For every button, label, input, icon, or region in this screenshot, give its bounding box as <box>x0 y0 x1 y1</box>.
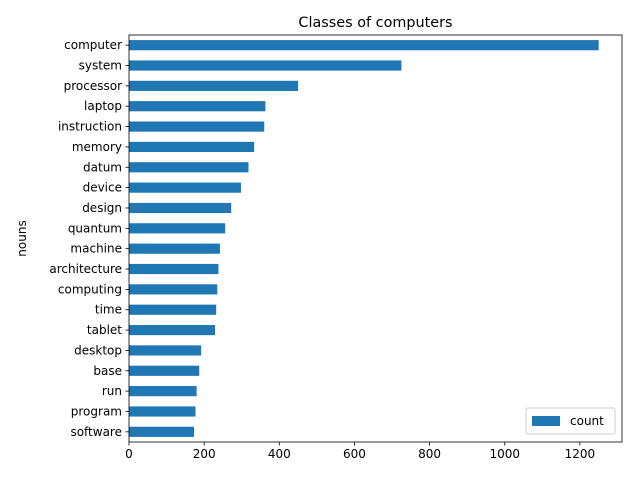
legend-box <box>525 407 616 435</box>
bar-computing <box>129 284 218 295</box>
bar-architecture <box>129 263 219 275</box>
y-axis-label: nouns <box>15 220 29 256</box>
y-tick-label: computing <box>58 282 122 296</box>
bar-time <box>129 304 217 315</box>
x-tick-label: 800 <box>418 447 441 461</box>
y-tick-label: run <box>102 384 122 398</box>
y-tick-label: instruction <box>58 120 122 134</box>
bars <box>129 40 599 437</box>
bar-machine <box>129 243 220 254</box>
x-tick-label: 600 <box>343 447 366 461</box>
bar-laptop <box>129 101 266 112</box>
bar-instruction <box>129 121 265 132</box>
y-tick-label: software <box>70 425 122 439</box>
bar-tablet <box>129 324 216 336</box>
y-tick-label: datum <box>83 160 122 174</box>
y-tick-label: time <box>95 303 122 317</box>
axes-spines <box>128 34 623 443</box>
y-tick-label: program <box>71 404 122 418</box>
y-tick-label: machine <box>70 242 122 256</box>
bar-base <box>129 365 200 376</box>
x-axis-ticks: 0 200 400 600 800 1000 1200 <box>125 442 595 461</box>
x-tick-label: 200 <box>193 447 216 461</box>
bar-desktop <box>129 345 202 356</box>
y-axis-ticks: computer system processor laptop instruction… <box>49 38 129 439</box>
y-tick-label: base <box>93 364 122 378</box>
bar-system <box>129 60 402 71</box>
axes-frame <box>128 34 623 443</box>
x-tick-label: 1000 <box>489 447 520 461</box>
bar-computer <box>129 40 599 51</box>
bar-software <box>129 426 195 437</box>
chart-title: Classes of computers <box>298 15 452 31</box>
bar-device <box>129 182 241 193</box>
y-tick-label: tablet <box>87 323 122 337</box>
y-tick-label: design <box>82 201 122 215</box>
legend-label: count <box>570 414 604 428</box>
bar-datum <box>129 162 249 173</box>
y-tick-label: system <box>79 59 122 73</box>
bar-processor <box>129 80 299 91</box>
y-tick-label: computer <box>64 38 122 52</box>
y-tick-label: device <box>83 181 122 195</box>
y-tick-label: architecture <box>49 262 122 276</box>
legend-swatch <box>532 416 560 426</box>
legend: count <box>525 407 616 435</box>
y-tick-label: memory <box>72 140 122 154</box>
y-tick-label: processor <box>64 79 122 93</box>
bar-design <box>129 202 232 214</box>
y-tick-label: desktop <box>74 343 122 357</box>
y-tick-label: quantum <box>68 221 122 235</box>
y-tick-label: laptop <box>84 99 122 113</box>
bar-quantum <box>129 223 226 234</box>
bar-memory <box>129 141 255 153</box>
x-tick-label: 1200 <box>565 447 596 461</box>
x-tick-label: 0 <box>125 447 133 461</box>
bar-run <box>129 386 197 397</box>
bar-program <box>129 406 196 417</box>
x-tick-label: 400 <box>268 447 291 461</box>
